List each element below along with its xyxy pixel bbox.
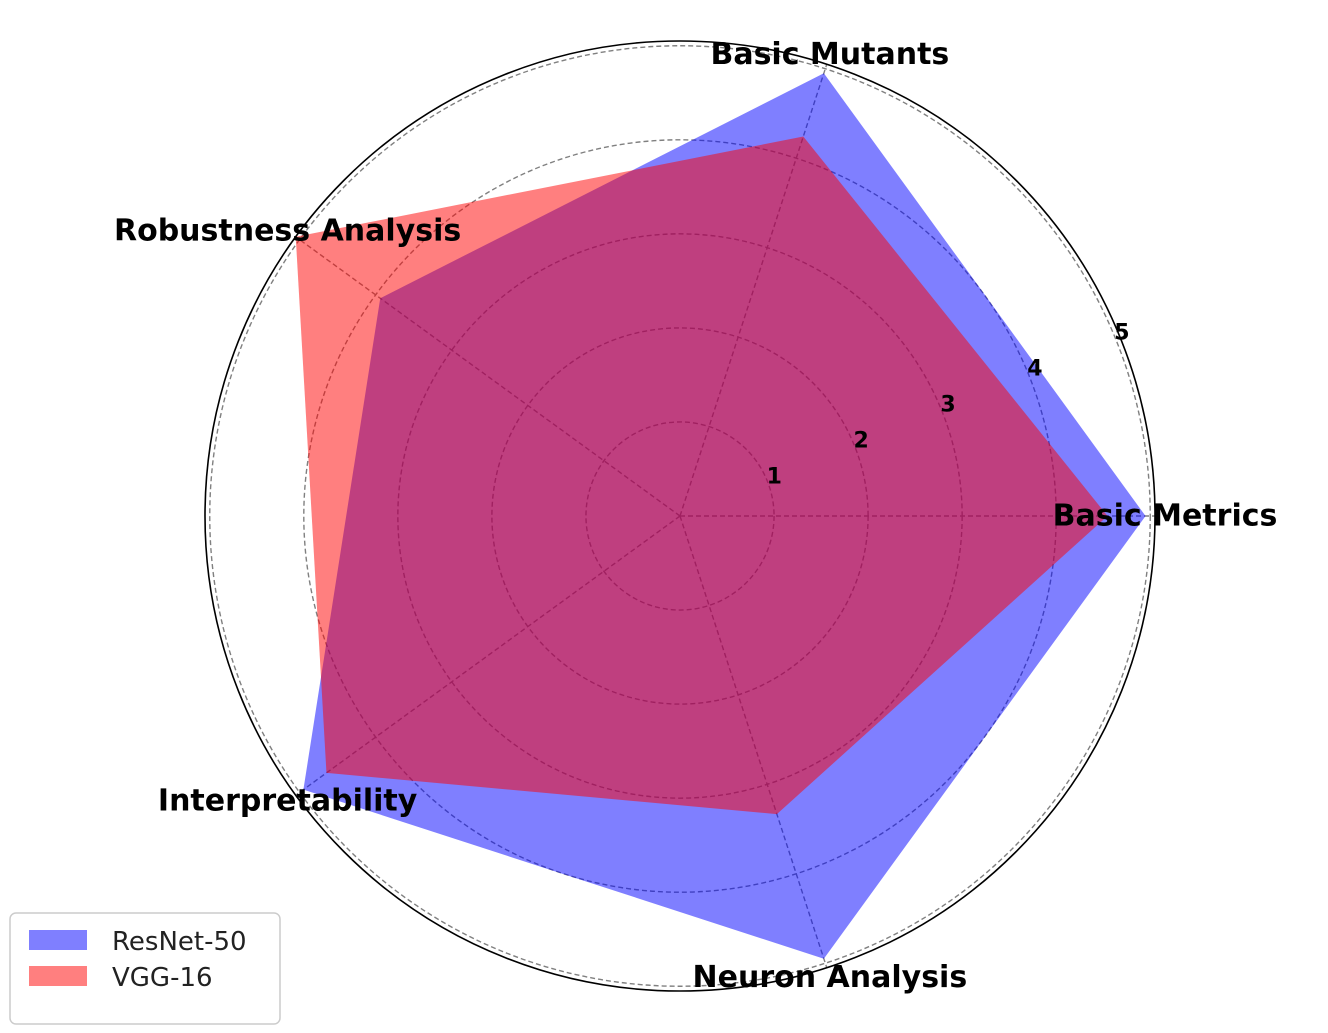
axis-label-interpretability: Interpretability xyxy=(158,784,418,819)
radial-tick-label: 1 xyxy=(767,464,782,489)
radar-series-layer xyxy=(295,73,1146,959)
axis-label-robustness-analysis: Robustness Analysis xyxy=(114,213,461,248)
legend: ResNet-50 VGG-16 xyxy=(9,912,281,1025)
series-area-vgg-16 xyxy=(295,136,1108,815)
radial-tick-label: 3 xyxy=(940,392,955,417)
legend-swatch-resnet50 xyxy=(29,930,87,950)
axis-label-basic-metrics: Basic Metrics xyxy=(1053,499,1278,534)
radial-gridline xyxy=(209,45,1151,987)
legend-label-vgg16: VGG-16 xyxy=(112,963,213,993)
radar-outer-frame xyxy=(204,40,1156,992)
axis-label-basic-mutants: Basic Mutants xyxy=(710,37,949,72)
radial-tick-label: 2 xyxy=(854,428,869,453)
radial-tick-label: 4 xyxy=(1027,356,1042,381)
axis-label-layer: Basic Metrics Basic Mutants Robustness Ana… xyxy=(114,37,1277,995)
radial-tick-layer: 1 2 3 4 5 xyxy=(767,320,1130,489)
legend-label-resnet50: ResNet-50 xyxy=(112,927,247,957)
axis-label-neuron-analysis: Neuron Analysis xyxy=(693,960,968,995)
legend-swatch-vgg16 xyxy=(29,966,87,986)
radial-tick-label: 5 xyxy=(1114,320,1129,345)
